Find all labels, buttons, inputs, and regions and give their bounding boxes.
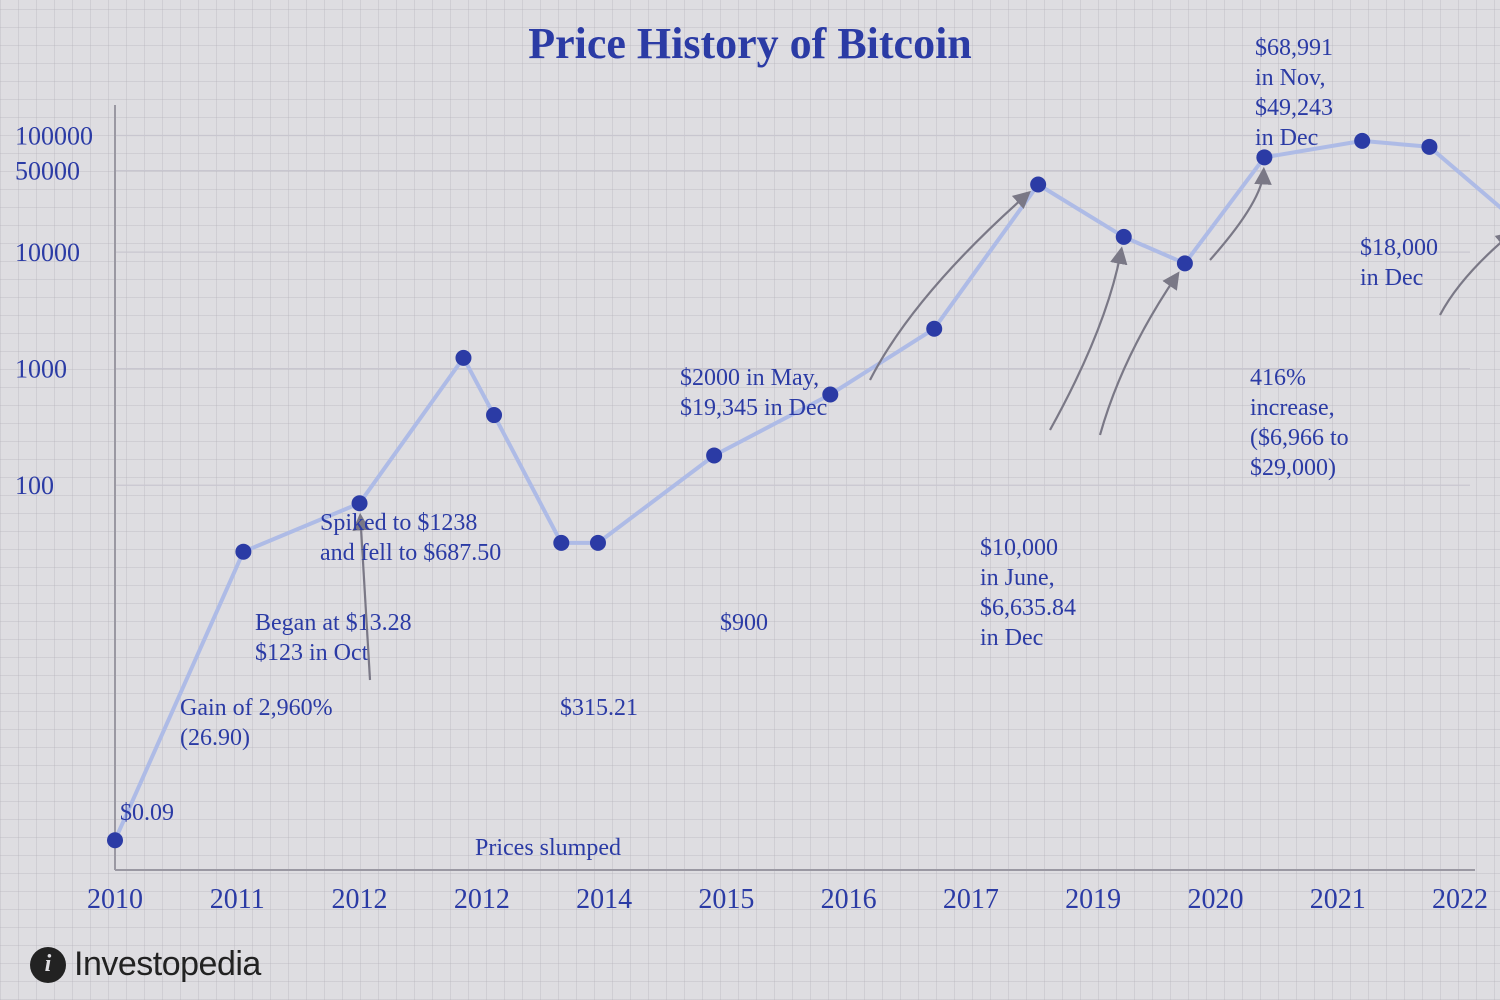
annotation-text: in Dec bbox=[1360, 265, 1423, 291]
x-tick-label: 2015 bbox=[698, 884, 754, 915]
footer-brand: i Investopedia bbox=[30, 945, 261, 984]
annotation-text: $123 in Oct bbox=[255, 640, 369, 666]
annotation-arrow bbox=[1440, 234, 1500, 315]
annotation-text: and fell to $687.50 bbox=[320, 540, 501, 566]
annotation-a1: Gain of 2,960% (26.90) bbox=[180, 695, 333, 751]
annotation-a5: $315.21 bbox=[560, 695, 638, 721]
data-point bbox=[590, 535, 606, 551]
annotation-a3: Spiked to $1238 and fell to $687.50 bbox=[320, 510, 501, 566]
annotation-text: (26.90) bbox=[180, 725, 250, 751]
x-tick-label: 2021 bbox=[1310, 884, 1366, 915]
annotation-text: $0.09 bbox=[120, 800, 174, 826]
brand-name: Investopedia bbox=[74, 945, 261, 984]
annotation-text: Began at $13.28 bbox=[255, 610, 412, 636]
annotation-a10: $68,991 in Nov, $49,243 in Dec bbox=[1255, 35, 1333, 151]
annotation-a8: $10,000 in June, $6,635.84 in Dec bbox=[980, 251, 1177, 651]
annotation-a6: $900 bbox=[720, 610, 768, 636]
data-point bbox=[1030, 177, 1046, 193]
data-point bbox=[352, 495, 368, 511]
data-point bbox=[1256, 149, 1272, 165]
annotation-text: $49,243 bbox=[1255, 95, 1333, 121]
annotation-text: ($6,966 to bbox=[1250, 425, 1349, 451]
data-point bbox=[107, 832, 123, 848]
y-tick-label: 50000 bbox=[15, 157, 80, 186]
annotation-text: $6,635.84 bbox=[980, 595, 1076, 621]
chart-container: Price History of Bitcoin 201020112012201… bbox=[0, 0, 1500, 1000]
data-point bbox=[486, 407, 502, 423]
annotation-text: Gain of 2,960% bbox=[180, 695, 333, 721]
y-tick-label: 100 bbox=[15, 471, 54, 500]
annotation-text: in Nov, bbox=[1255, 65, 1325, 91]
annotation-text: increase, bbox=[1250, 395, 1335, 421]
x-tick-label: 2017 bbox=[943, 884, 999, 915]
annotation-a9: 416% increase, ($6,966 to $29,000) bbox=[1210, 171, 1349, 481]
annotation-text: in Dec bbox=[980, 625, 1043, 651]
data-point bbox=[553, 535, 569, 551]
annotation-a7: $2000 in May, $19,345 in Dec bbox=[680, 194, 1028, 421]
x-tick-label: 2014 bbox=[576, 884, 632, 915]
price-line bbox=[115, 141, 1500, 840]
y-tick-label: 1000 bbox=[15, 355, 67, 384]
annotation-text: $315.21 bbox=[560, 695, 638, 721]
x-tick-label: 2020 bbox=[1187, 884, 1243, 915]
x-tick-label: 2022 bbox=[1432, 884, 1488, 915]
y-tick-label: 10000 bbox=[15, 238, 80, 267]
y-tick-label: 100000 bbox=[15, 122, 93, 151]
data-point bbox=[706, 447, 722, 463]
x-tick-label: 2012 bbox=[454, 884, 510, 915]
brand-logo-icon: i bbox=[30, 947, 66, 983]
annotation-text: in Dec bbox=[1255, 125, 1318, 151]
annotation-a11: $18,000 in Dec bbox=[1360, 234, 1500, 315]
x-tick-label: 2012 bbox=[332, 884, 388, 915]
annotation-text: $19,345 in Dec bbox=[680, 395, 827, 421]
data-point bbox=[1116, 229, 1132, 245]
data-point bbox=[1354, 133, 1370, 149]
annotation-text: Spiked to $1238 bbox=[320, 510, 477, 536]
data-point bbox=[926, 321, 942, 337]
price-history-chart: 2010 2011 2012 2012 2014 2015 2016 2017 2019 2020… bbox=[0, 0, 1500, 1000]
annotation-text: $68,991 bbox=[1255, 35, 1333, 61]
x-tick-label: 2016 bbox=[821, 884, 877, 915]
annotation-text: in June, bbox=[980, 565, 1055, 591]
annotation-text: $2000 in May, bbox=[680, 365, 819, 391]
annotation-text: $29,000) bbox=[1250, 455, 1336, 481]
x-tick-label: 2019 bbox=[1065, 884, 1121, 915]
annotation-text: 416% bbox=[1250, 365, 1306, 391]
data-point bbox=[455, 350, 471, 366]
annotation-a0: $0.09 bbox=[120, 800, 174, 826]
x-tick-label: 2011 bbox=[210, 884, 265, 915]
annotation-text: $10,000 bbox=[980, 535, 1058, 561]
annotation-text: $18,000 bbox=[1360, 235, 1438, 261]
data-point bbox=[235, 544, 251, 560]
annotation-a4: Prices slumped bbox=[475, 835, 621, 861]
x-tick-label: 2010 bbox=[87, 884, 143, 915]
annotation-arrow bbox=[1100, 275, 1177, 435]
data-point bbox=[1421, 139, 1437, 155]
data-point bbox=[1177, 255, 1193, 271]
annotation-text: $900 bbox=[720, 610, 768, 636]
annotation-text: Prices slumped bbox=[475, 835, 621, 861]
annotation-arrow bbox=[1210, 171, 1264, 260]
